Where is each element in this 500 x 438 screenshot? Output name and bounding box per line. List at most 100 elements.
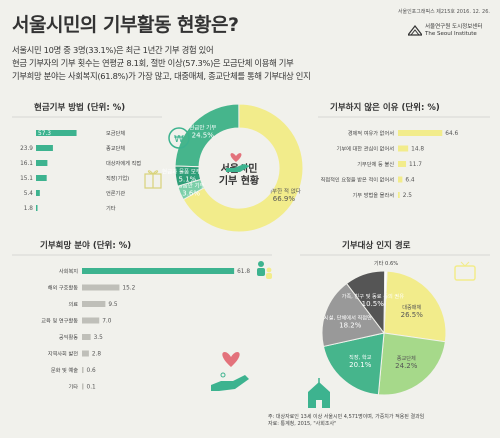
bar (398, 192, 400, 198)
institute-block: 서울연구원 도시정보센터 The Seoul Institute (408, 24, 490, 38)
slice-value-label: 20.1% (349, 361, 372, 369)
bar (82, 383, 84, 390)
slice-label: 시설, 단체에서 직접연락 (324, 314, 377, 322)
gift-icon (144, 170, 162, 189)
org-en: The Seoul Institute (425, 31, 477, 37)
pie-slice (322, 332, 385, 396)
pie-slice (377, 332, 446, 396)
slice-value-label: 3.6% (182, 189, 200, 197)
slice-label: 현금과 물품 모두 기부 (162, 168, 213, 176)
category-label: 모금단체 (106, 129, 125, 137)
bar-value-label: 9.5 (108, 302, 118, 308)
category-label: 해외 구호활동 (48, 284, 79, 292)
footer: 주: 대상자료인 13세 이상 서울시민 4,571명이며, 가중치가 적용된 … (268, 414, 424, 428)
intro-line: 현금 기부자의 기부 횟수는 연평균 8.1회, 절반 이상(57.3%)은 모… (12, 58, 294, 68)
svg-text:₩: ₩ (174, 134, 184, 145)
bar-value-label: 64.6 (445, 131, 458, 137)
intro-line: 서울시민 10명 중 3명(33.1%)은 최근 1년간 기부 경험 있어 (12, 45, 214, 55)
bar (36, 190, 40, 196)
slice-label: 기타 0.6% (374, 259, 398, 267)
bar-value-label: 61.8 (237, 269, 250, 275)
slice-label: 가족, 친구 및 동료 등의 권유 (342, 292, 405, 300)
category-label: 기타 (106, 204, 116, 212)
bar (398, 145, 409, 152)
footer-source: 자료: 통계청, 2015, "사회조사" (268, 421, 337, 427)
slice-value-label: 24.2% (395, 362, 418, 370)
chart-title-awareness-route: 기부대상 인지 경로 (342, 240, 411, 251)
bar-value-label: 11.7 (409, 162, 422, 168)
bar (82, 350, 89, 357)
slice-label: 물품만 기부 (178, 181, 205, 189)
bar (82, 284, 120, 291)
bar-value-label: 5.4 (24, 191, 34, 197)
category-label: 기부에 대한 관심이 없어서 (337, 145, 395, 153)
bar (36, 205, 38, 211)
slice-label: 직장, 학교 (349, 353, 372, 361)
bar-value-label: 2.8 (92, 352, 102, 358)
slice-value-label: 10.5% (362, 300, 385, 308)
slice-label: 기부한 적 없다 (267, 187, 301, 195)
slice-value-label: 26.5% (401, 311, 424, 319)
chart-title-no-donate-reason: 기부하지 않은 이유 (단위: %) (330, 102, 440, 113)
bar (36, 175, 47, 181)
bar (398, 130, 443, 136)
category-label: 기부단체 등 불신 (357, 160, 394, 168)
category-label: 의료 (68, 301, 78, 308)
footer-note: 주: 대상자료인 13세 이상 서울시민 4,571명이며, 가중치가 적용된 … (268, 414, 425, 420)
bar-value-label: 2.5 (403, 193, 413, 199)
bar (82, 317, 100, 324)
bar-value-label: 23.9 (20, 146, 33, 152)
slice-label: 현금만 기부 (189, 124, 216, 132)
bar (82, 367, 84, 373)
coin-hand-icon: ₩ (168, 127, 190, 149)
category-label: 직접적인 요청을 받은 적이 없어서 (321, 176, 395, 184)
slice-label: 대중매체 (402, 303, 421, 311)
heart-hand-icon (211, 352, 249, 391)
slice-label: 종교단체 (397, 354, 416, 362)
tv-icon (454, 261, 476, 281)
slice-value-label: 18.2% (339, 322, 362, 330)
cash-method-bars: 57.3 모금단체 23.9 종교단체 16.1 대상자에게 직접 15.1 직장(기업) 5.… (20, 129, 141, 212)
bar (36, 145, 53, 151)
category-label: 직장(기업) (106, 174, 129, 182)
intro-text: 서울시민 10명 중 3명(33.1%)은 최근 1년간 기부 경험 있어 현금… (12, 44, 311, 83)
bar-value-label: 6.4 (405, 178, 415, 184)
category-label: 종교단체 (106, 144, 125, 152)
pie-slice (321, 282, 385, 348)
bar (398, 176, 403, 183)
bar-value-label: 7.0 (102, 319, 112, 325)
category-label: 언론기관 (106, 189, 125, 197)
category-label: 대상자에게 직접 (106, 159, 141, 167)
chart-title-hope-field: 기부희망 분야 (단위: %) (40, 240, 131, 251)
church-icon (308, 378, 330, 408)
bar (36, 130, 77, 136)
donut-slice (174, 165, 202, 187)
bar-value-label: 14.8 (411, 147, 424, 153)
bar (36, 160, 48, 166)
org-kr: 서울연구원 도시정보센터 (425, 24, 483, 30)
no-donate-reason-bars: 경제적 여유가 없어서 64.6 기부에 대한 관심이 없어서 14.8 기부단체 등 … (321, 129, 459, 199)
category-label: 사회복지 (59, 267, 78, 275)
intro-line: 기부희망 분야는 사회복지(61.8%)가 가장 많고, 대중매체, 종교단체를… (12, 71, 311, 81)
chart-title-cash-method: 현금기부 방법 (단위: %) (34, 102, 125, 113)
pie-slice (383, 270, 447, 343)
bar-value-label: 0.6 (87, 368, 97, 374)
bar (82, 301, 106, 307)
hope-field-bars: 사회복지 61.8 해외 구호활동 15.2 의료 9.5 교육 및 연구활동 7.0 공익활동… (41, 267, 250, 391)
slice-value-label: 66.9% (273, 195, 296, 203)
category-label: 공익활동 (59, 333, 78, 341)
donut-center-subtitle: 기부 현황 (219, 174, 260, 187)
bar-value-label: 57.3 (38, 131, 51, 137)
page-title: 서울시민의 기부활동 현황은? (12, 14, 239, 36)
bar-value-label: 1.8 (24, 206, 34, 212)
bar-value-label: 3.5 (94, 335, 104, 341)
category-label: 문화 및 예술 (51, 366, 78, 374)
category-label: 기부 방법을 몰라서 (353, 191, 395, 199)
category-label: 지역사회 발전 (48, 350, 79, 358)
seoul-institute-logo-icon (408, 25, 422, 36)
people-icon (257, 261, 272, 279)
bar (82, 268, 235, 274)
donut-slice (182, 103, 304, 233)
